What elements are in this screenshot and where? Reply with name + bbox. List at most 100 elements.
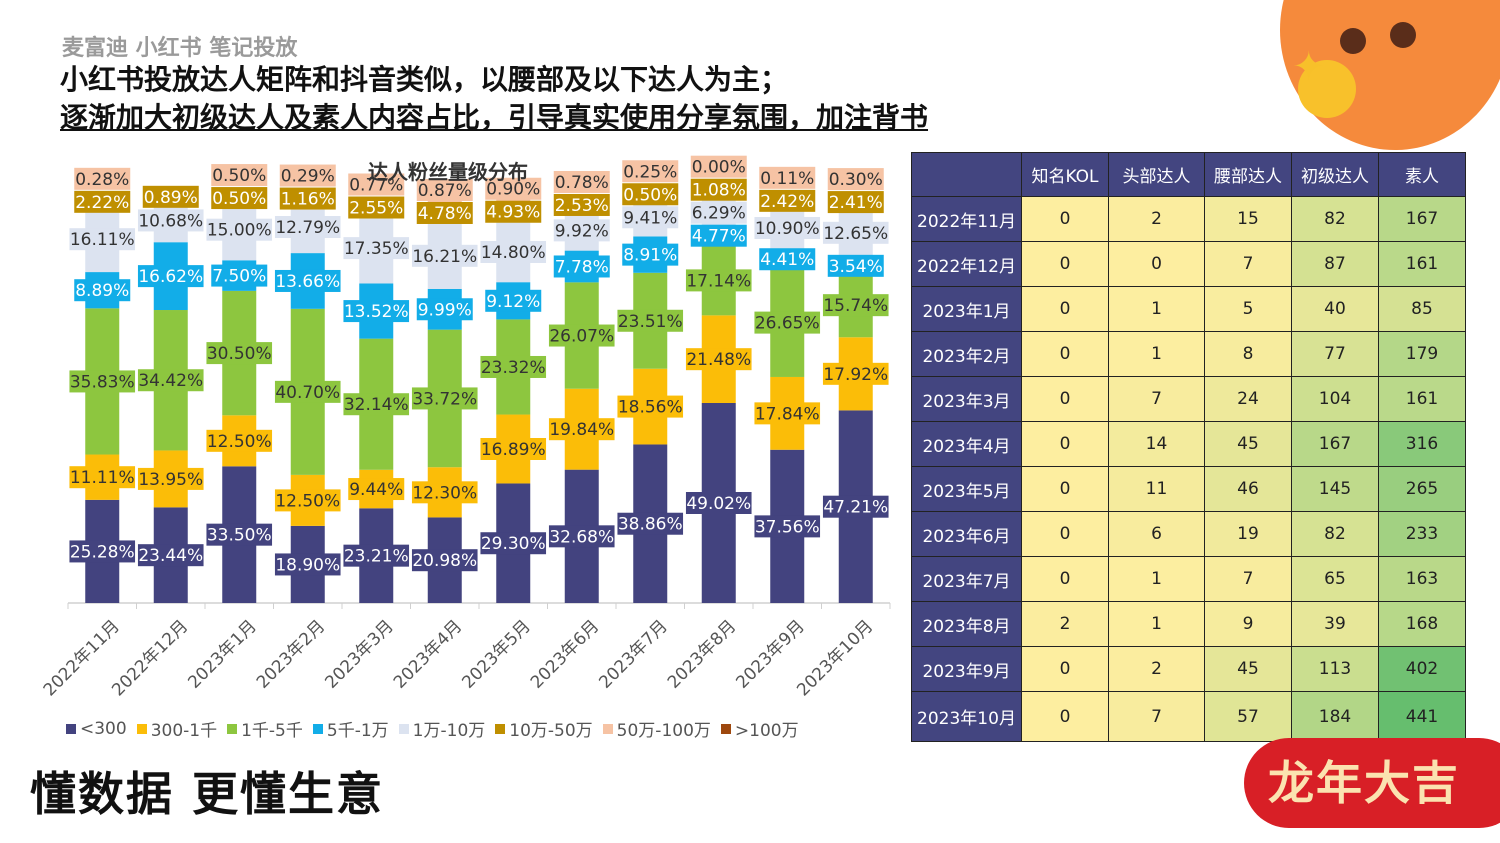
data-label-text: 26.65% xyxy=(755,314,820,334)
data-label: 25.28% xyxy=(69,540,136,563)
data-label: 16.11% xyxy=(69,228,136,251)
data-label: 12.79% xyxy=(274,216,341,239)
data-label-bg xyxy=(754,402,821,425)
table-cell: 8 xyxy=(1204,331,1292,377)
data-label-bg xyxy=(548,324,615,347)
data-label: 16.21% xyxy=(411,244,478,267)
data-label-bg xyxy=(74,190,131,213)
table-row: 2023年2月 0 1 8 77 179 xyxy=(911,331,1466,377)
data-label-text: 33.72% xyxy=(412,389,477,409)
column-header: 初级达人 xyxy=(1291,152,1379,197)
data-label: 16.62% xyxy=(137,265,204,288)
data-label: 49.02% xyxy=(685,491,752,514)
data-label: 9.12% xyxy=(485,289,542,312)
table-row: 2022年12月 0 0 7 87 161 xyxy=(911,241,1466,287)
data-label-text: 10.90% xyxy=(755,219,820,239)
data-label-text: 0.30% xyxy=(829,170,883,190)
data-label-bg xyxy=(617,309,684,332)
table-cell: 402 xyxy=(1378,646,1466,692)
data-label-text: 0.90% xyxy=(486,180,540,200)
table-cell: 0 xyxy=(1021,331,1109,377)
data-label: 0.77% xyxy=(348,173,405,196)
data-label-bg xyxy=(690,201,747,224)
table-cell: 11 xyxy=(1108,466,1205,512)
legend-item: 5千-1万 xyxy=(312,716,389,741)
data-label-bg xyxy=(822,221,889,244)
legend-swatch xyxy=(66,723,76,734)
table-cell: 65 xyxy=(1291,556,1379,602)
data-label-bg xyxy=(553,219,610,242)
data-label: 0.50% xyxy=(211,164,268,187)
data-label: 32.14% xyxy=(343,393,410,416)
data-label-text: 4.41% xyxy=(760,250,814,270)
data-label: 9.92% xyxy=(553,219,610,242)
table-cell: 24 xyxy=(1204,376,1292,422)
data-label-bg xyxy=(480,438,547,461)
data-label: 9.41% xyxy=(622,206,679,229)
legend-swatch xyxy=(602,723,613,734)
data-label: 0.11% xyxy=(759,166,816,189)
row-month: 2023年8月 xyxy=(911,601,1022,647)
table-cell: 0 xyxy=(1021,421,1109,467)
table-row: 2023年4月 0 14 45 167 316 xyxy=(911,421,1466,467)
data-label-bg xyxy=(548,525,615,548)
data-label-bg xyxy=(480,240,547,263)
stacked-bar-chart: 25.28% 11.11% 35.83% 8.89% 16.11% 2.22% 0.28% 2… xyxy=(40,155,891,700)
data-label-text: 9.92% xyxy=(555,221,609,241)
table-cell: 0 xyxy=(1021,466,1109,512)
data-label: 26.07% xyxy=(548,324,615,347)
data-label-text: 1.16% xyxy=(281,190,335,210)
data-label: 17.84% xyxy=(754,402,821,425)
table-cell: 9 xyxy=(1204,601,1292,647)
table-row: 2023年6月 0 6 19 82 233 xyxy=(911,511,1466,557)
data-label-bg xyxy=(211,187,268,210)
table-cell: 0 xyxy=(1021,376,1109,422)
data-label-bg xyxy=(274,380,341,403)
row-month: 2023年1月 xyxy=(911,286,1022,332)
data-label-bg xyxy=(348,196,405,219)
table-cell: 168 xyxy=(1378,601,1466,647)
data-label-bg xyxy=(142,185,199,208)
data-label-bg xyxy=(348,478,405,501)
data-label-bg xyxy=(685,491,752,514)
legend-item: <300 xyxy=(66,716,127,741)
data-label-text: 4.78% xyxy=(418,204,472,224)
data-label: 17.92% xyxy=(822,362,889,385)
data-label-bg xyxy=(279,187,336,210)
data-label: 10.90% xyxy=(754,217,821,240)
table-header-row: 知名KOL 头部达人 腰部达人 初级达人 素人 xyxy=(911,152,1466,197)
data-label-bg xyxy=(343,300,410,323)
data-label-text: 8.91% xyxy=(623,246,677,266)
data-label-text: 16.62% xyxy=(138,267,203,287)
data-label-bg xyxy=(206,523,273,546)
data-label-text: 0.50% xyxy=(623,185,677,205)
data-label: 9.44% xyxy=(348,478,405,501)
data-label-bg xyxy=(827,168,884,191)
data-label-bg xyxy=(416,178,473,201)
data-label-text: 13.52% xyxy=(344,302,409,322)
data-label-bg xyxy=(274,269,341,292)
data-label-text: 16.21% xyxy=(412,247,477,267)
table-cell: 1 xyxy=(1108,286,1205,332)
data-label-text: 4.93% xyxy=(486,203,540,223)
data-label: 32.68% xyxy=(548,525,615,548)
table-cell: 0 xyxy=(1021,691,1109,742)
legend-swatch xyxy=(227,723,238,734)
data-label-text: 0.28% xyxy=(75,170,129,190)
data-label-bg xyxy=(74,167,131,190)
data-label: 20.98% xyxy=(411,549,478,572)
legend-swatch xyxy=(398,723,409,734)
data-label-text: 6.29% xyxy=(692,204,746,224)
data-label: 33.50% xyxy=(206,523,273,546)
table-cell: 2 xyxy=(1108,196,1205,242)
legend-label: 300-1千 xyxy=(150,721,218,741)
data-label-bg xyxy=(622,206,679,229)
data-label: 0.25% xyxy=(622,160,679,183)
data-label-text: 7.50% xyxy=(212,267,266,287)
table-cell: 5 xyxy=(1204,286,1292,332)
row-month: 2023年2月 xyxy=(911,331,1022,377)
table-cell: 7 xyxy=(1108,376,1205,422)
data-label-bg xyxy=(622,160,679,183)
data-label: 13.95% xyxy=(137,467,204,490)
table-row: 2023年1月 0 1 5 40 85 xyxy=(911,286,1466,332)
